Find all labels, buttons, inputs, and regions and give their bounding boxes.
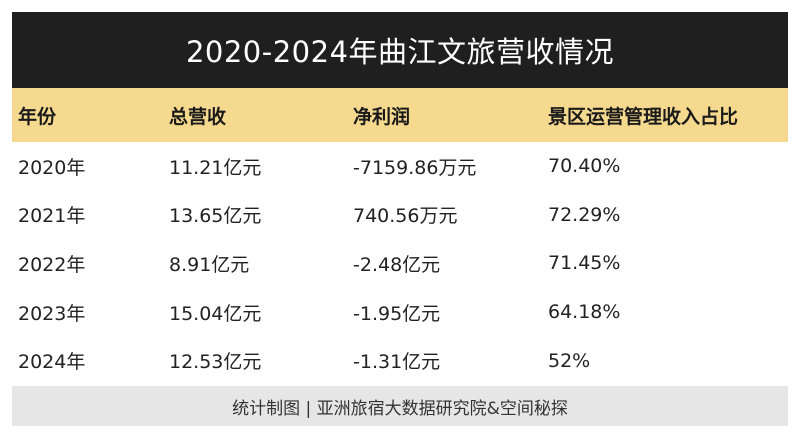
cell-net-profit: -1.31亿元 — [353, 351, 441, 374]
table-row: 2022年 8.91亿元 -2.48亿元 71.45% — [12, 239, 788, 288]
cell-year: 2024年 — [18, 351, 86, 374]
cell-revenue: 13.65亿元 — [169, 205, 262, 228]
table-body: 2020年 11.21亿元 -7159.86万元 70.40% 2021年 13… — [12, 142, 788, 385]
cell-year: 2020年 — [18, 156, 86, 179]
cell-revenue: 8.91亿元 — [169, 253, 250, 276]
table-header-row: 年份 总营收 净利润 景区运营管理收入占比 — [12, 88, 788, 142]
page-title: 2020-2024年曲江文旅营收情况 — [185, 35, 615, 69]
header-revenue: 总营收 — [169, 105, 227, 128]
title-bar: 2020-2024年曲江文旅营收情况 — [12, 12, 788, 88]
cell-revenue: 12.53亿元 — [169, 351, 262, 374]
cell-net-profit: -1.95亿元 — [353, 302, 441, 325]
source-credit: 统计制图 | 亚洲旅宿大数据研究院&空间秘探 — [232, 398, 568, 419]
cell-net-profit: -7159.86万元 — [353, 156, 477, 179]
cell-revenue: 11.21亿元 — [169, 156, 262, 179]
table-row: 2020年 11.21亿元 -7159.86万元 70.40% — [12, 142, 788, 191]
cell-net-profit: -2.48亿元 — [353, 253, 441, 276]
source-footer: 统计制图 | 亚洲旅宿大数据研究院&空间秘探 — [12, 386, 788, 426]
cell-scenic-share: 64.18% — [548, 301, 621, 324]
cell-revenue: 15.04亿元 — [169, 302, 262, 325]
cell-year: 2022年 — [18, 253, 86, 276]
cell-scenic-share: 52% — [548, 349, 591, 372]
cell-scenic-share: 70.40% — [548, 155, 621, 178]
cell-scenic-share: 72.29% — [548, 203, 621, 226]
table-row: 2023年 15.04亿元 -1.95亿元 64.18% — [12, 288, 788, 337]
table-row: 2021年 13.65亿元 740.56万元 72.29% — [12, 191, 788, 240]
cell-scenic-share: 71.45% — [548, 252, 621, 275]
table-row: 2024年 12.53亿元 -1.31亿元 52% — [12, 336, 788, 385]
header-scenic-share: 景区运营管理收入占比 — [548, 105, 739, 128]
header-year: 年份 — [18, 105, 57, 128]
cell-year: 2021年 — [18, 205, 86, 228]
header-net-profit: 净利润 — [353, 105, 411, 128]
cell-year: 2023年 — [18, 302, 86, 325]
cell-net-profit: 740.56万元 — [353, 205, 458, 228]
